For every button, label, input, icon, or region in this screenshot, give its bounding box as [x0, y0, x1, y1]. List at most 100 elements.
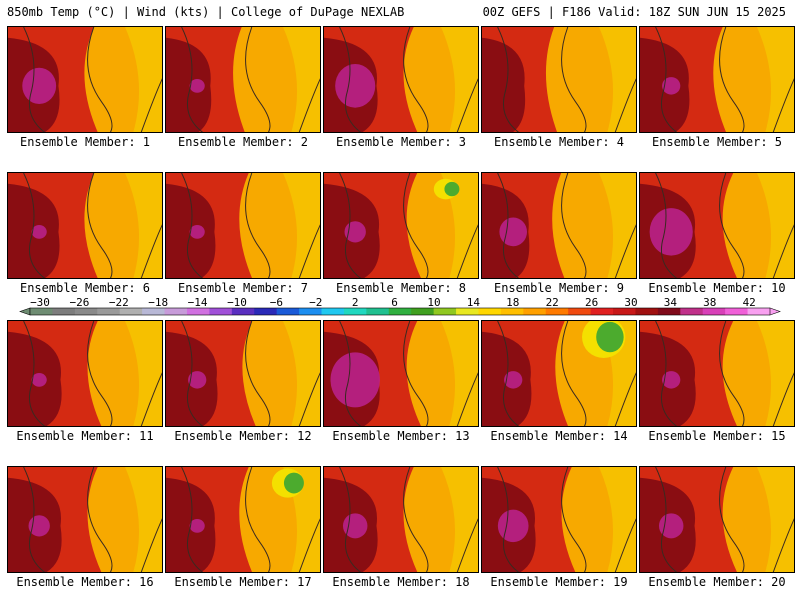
colorbar-tick-label: 26 — [585, 296, 598, 309]
panel-label-16: Ensemble Member: 16 — [16, 575, 154, 589]
colorbar-segment — [680, 308, 704, 315]
map-panel-4 — [481, 26, 637, 133]
colorbar-segment — [747, 308, 771, 315]
colorbar-tick-label: 22 — [546, 296, 559, 309]
colorbar-segment — [411, 308, 435, 315]
colorbar-segment — [299, 308, 323, 315]
colorbar-segment — [52, 308, 76, 315]
temperature-field — [482, 173, 636, 278]
map-panel-10 — [639, 172, 795, 279]
map-panel-14 — [481, 320, 637, 427]
map-panel-19 — [481, 466, 637, 573]
colorbar-right-arrow — [769, 307, 781, 316]
colorbar-tick-label: 42 — [743, 296, 756, 309]
map-panel-2 — [165, 26, 321, 133]
colorbar-tick-label: −2 — [309, 296, 322, 309]
colorbar-segment — [254, 308, 278, 315]
temperature-field — [482, 467, 636, 572]
colorbar-segment — [568, 308, 592, 315]
panel-label-17: Ensemble Member: 17 — [174, 575, 312, 589]
temperature-field — [8, 27, 162, 132]
colorbar-segment — [209, 308, 233, 315]
panel-label-20: Ensemble Member: 20 — [648, 575, 786, 589]
temperature-colorbar: −30 −26 −22 −18 −14 −10 −6 −2 2 6 10 14 18 22 26 30 34 38… — [19, 296, 781, 316]
colorbar-segment — [456, 308, 479, 315]
colorbar-segment — [276, 308, 300, 315]
map-panel-16 — [7, 466, 163, 573]
colorbar-segment — [433, 308, 457, 315]
colorbar-segment — [119, 308, 143, 315]
colorbar-tick-label: −6 — [270, 296, 283, 309]
temperature-field — [640, 173, 794, 278]
colorbar-tick-label: 14 — [467, 296, 481, 309]
panel-label-5: Ensemble Member: 5 — [651, 135, 783, 149]
colorbar-tick-label: 2 — [352, 296, 359, 309]
panel-label-9: Ensemble Member: 9 — [493, 281, 625, 295]
colorbar-tick-label: −22 — [109, 296, 129, 309]
temperature-field — [324, 27, 478, 132]
panel-label-3: Ensemble Member: 3 — [335, 135, 467, 149]
map-panel-8 — [323, 172, 479, 279]
temperature-field — [166, 27, 320, 132]
colorbar-segment — [635, 308, 659, 315]
map-panel-6 — [7, 172, 163, 279]
map-panel-3 — [323, 26, 479, 133]
colorbar-tick-label: −18 — [148, 296, 168, 309]
map-panel-18 — [323, 466, 479, 573]
panel-label-12: Ensemble Member: 12 — [174, 429, 312, 443]
panel-label-8: Ensemble Member: 8 — [335, 281, 467, 295]
colorbar-tick-label: 18 — [506, 296, 519, 309]
map-panel-13 — [323, 320, 479, 427]
panel-label-7: Ensemble Member: 7 — [177, 281, 309, 295]
colorbar-segment — [30, 308, 53, 315]
colorbar-left-arrow — [19, 307, 31, 316]
colorbar-segment — [186, 308, 210, 315]
map-panel-12 — [165, 320, 321, 427]
map-panel-1 — [7, 26, 163, 133]
temperature-field — [324, 321, 478, 426]
colorbar-segment — [164, 308, 188, 315]
colorbar-tick-label: −14 — [188, 296, 208, 309]
colorbar-segment — [97, 308, 121, 315]
temperature-field — [640, 321, 794, 426]
temperature-field — [640, 467, 794, 572]
title-right: 00Z GEFS | F186 Valid: 18Z SUN JUN 15 20… — [482, 5, 786, 19]
temperature-field — [482, 27, 636, 132]
map-panel-7 — [165, 172, 321, 279]
colorbar-segment — [388, 308, 412, 315]
panel-label-10: Ensemble Member: 10 — [648, 281, 786, 295]
colorbar-segment — [657, 308, 681, 315]
map-panel-5 — [639, 26, 795, 133]
colorbar-segment — [321, 308, 345, 315]
map-panel-17 — [165, 466, 321, 573]
temperature-field — [166, 321, 320, 426]
panel-label-13: Ensemble Member: 13 — [332, 429, 470, 443]
map-panel-20 — [639, 466, 795, 573]
panel-label-2: Ensemble Member: 2 — [177, 135, 309, 149]
colorbar-segment — [231, 308, 255, 315]
panel-label-18: Ensemble Member: 18 — [332, 575, 470, 589]
colorbar-tick-label: 6 — [391, 296, 398, 309]
panel-label-19: Ensemble Member: 19 — [490, 575, 628, 589]
colorbar-segment — [590, 308, 614, 315]
colorbar-segment — [725, 308, 749, 315]
map-panel-11 — [7, 320, 163, 427]
temperature-field — [8, 173, 162, 278]
temperature-field — [166, 173, 320, 278]
map-panel-15 — [639, 320, 795, 427]
colorbar-tick-label: −26 — [69, 296, 89, 309]
panel-label-11: Ensemble Member: 11 — [16, 429, 154, 443]
colorbar-segment — [478, 308, 502, 315]
panel-label-14: Ensemble Member: 14 — [490, 429, 628, 443]
header: 850mb Temp (°C) | Wind (kts) | College o… — [0, 0, 800, 22]
colorbar-tick-label: 34 — [664, 296, 678, 309]
colorbar-segment — [343, 308, 367, 315]
temperature-field — [166, 467, 320, 572]
colorbar-segment — [500, 308, 524, 315]
temperature-field — [8, 467, 162, 572]
colorbar-tick-label: −30 — [30, 296, 50, 309]
panel-label-6: Ensemble Member: 6 — [19, 281, 151, 295]
temperature-field — [8, 321, 162, 426]
colorbar-tick-label: −10 — [227, 296, 247, 309]
panel-label-1: Ensemble Member: 1 — [19, 135, 151, 149]
